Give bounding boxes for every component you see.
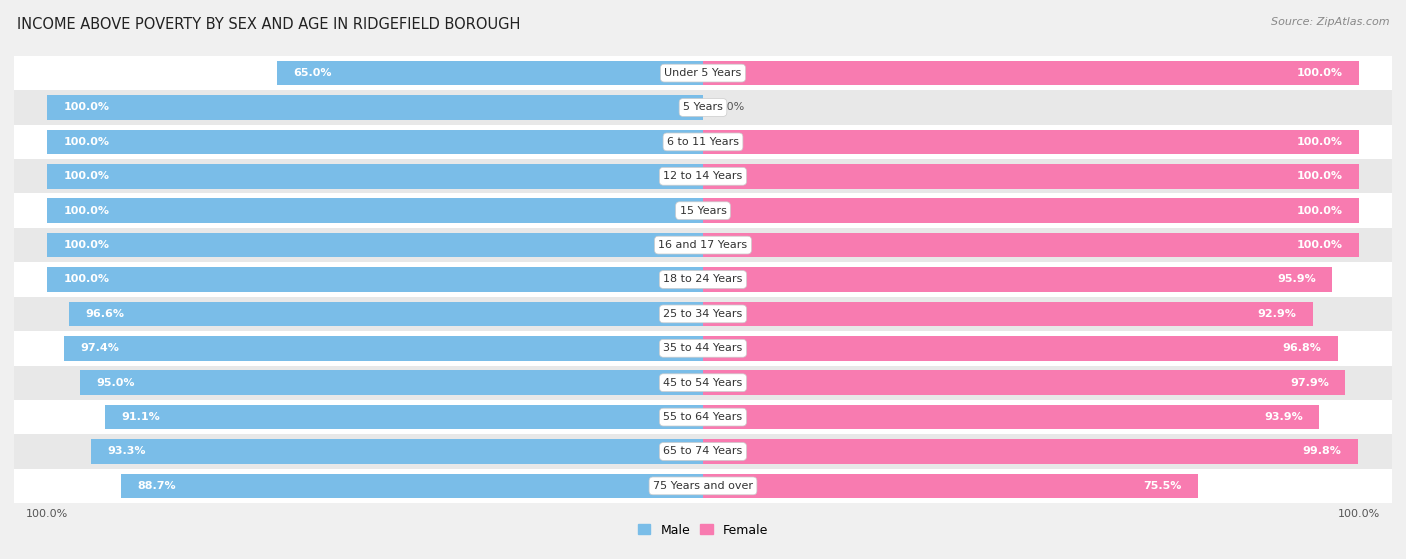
Text: 96.8%: 96.8%: [1282, 343, 1322, 353]
Text: 5 Years: 5 Years: [683, 102, 723, 112]
Bar: [46, 233, 703, 258]
Text: 6 to 11 Years: 6 to 11 Years: [666, 137, 740, 147]
Text: 100.0%: 100.0%: [1296, 206, 1343, 216]
Text: 45 to 54 Years: 45 to 54 Years: [664, 378, 742, 388]
Bar: [69, 301, 703, 326]
Text: 35 to 44 Years: 35 to 44 Years: [664, 343, 742, 353]
Text: 100.0%: 100.0%: [63, 171, 110, 181]
Text: 99.8%: 99.8%: [1302, 447, 1341, 457]
Bar: [14, 366, 1392, 400]
Bar: [703, 130, 1360, 154]
Text: 97.4%: 97.4%: [80, 343, 120, 353]
Bar: [703, 267, 1333, 292]
Bar: [703, 301, 1313, 326]
Bar: [703, 473, 1198, 498]
Bar: [14, 331, 1392, 366]
Bar: [46, 164, 703, 189]
Bar: [14, 297, 1392, 331]
Text: 100.0%: 100.0%: [63, 274, 110, 285]
Text: 25 to 34 Years: 25 to 34 Years: [664, 309, 742, 319]
Bar: [63, 336, 703, 361]
Legend: Male, Female: Male, Female: [633, 519, 773, 542]
Text: Source: ZipAtlas.com: Source: ZipAtlas.com: [1271, 17, 1389, 27]
Text: 100.0%: 100.0%: [63, 206, 110, 216]
Text: 96.6%: 96.6%: [86, 309, 125, 319]
Text: 12 to 14 Years: 12 to 14 Years: [664, 171, 742, 181]
Text: 88.7%: 88.7%: [138, 481, 176, 491]
Bar: [14, 262, 1392, 297]
Text: 100.0%: 100.0%: [63, 137, 110, 147]
Text: 95.9%: 95.9%: [1277, 274, 1316, 285]
Bar: [46, 267, 703, 292]
Text: 100.0%: 100.0%: [1296, 137, 1343, 147]
Bar: [91, 439, 703, 464]
Text: 91.1%: 91.1%: [122, 412, 160, 422]
Bar: [46, 130, 703, 154]
Text: 95.0%: 95.0%: [96, 378, 135, 388]
Bar: [703, 370, 1346, 395]
Bar: [703, 61, 1360, 86]
Text: 65.0%: 65.0%: [292, 68, 332, 78]
Text: 15 Years: 15 Years: [679, 206, 727, 216]
Text: 97.9%: 97.9%: [1291, 378, 1329, 388]
Text: 16 and 17 Years: 16 and 17 Years: [658, 240, 748, 250]
Bar: [14, 468, 1392, 503]
Bar: [14, 400, 1392, 434]
Bar: [703, 164, 1360, 189]
Bar: [14, 434, 1392, 468]
Bar: [46, 95, 703, 120]
Bar: [14, 91, 1392, 125]
Bar: [121, 473, 703, 498]
Bar: [14, 193, 1392, 228]
Text: 0.0%: 0.0%: [716, 102, 744, 112]
Bar: [14, 56, 1392, 91]
Bar: [703, 439, 1358, 464]
Bar: [703, 336, 1339, 361]
Bar: [277, 61, 703, 86]
Text: 75 Years and over: 75 Years and over: [652, 481, 754, 491]
Bar: [46, 198, 703, 223]
Bar: [703, 198, 1360, 223]
Bar: [105, 405, 703, 429]
Text: 65 to 74 Years: 65 to 74 Years: [664, 447, 742, 457]
Text: 93.9%: 93.9%: [1264, 412, 1303, 422]
Text: 93.3%: 93.3%: [107, 447, 146, 457]
Text: 75.5%: 75.5%: [1143, 481, 1182, 491]
Text: 55 to 64 Years: 55 to 64 Years: [664, 412, 742, 422]
Text: 100.0%: 100.0%: [1296, 240, 1343, 250]
Bar: [14, 159, 1392, 193]
Text: 100.0%: 100.0%: [1296, 68, 1343, 78]
Text: 100.0%: 100.0%: [1296, 171, 1343, 181]
Text: 92.9%: 92.9%: [1257, 309, 1296, 319]
Text: INCOME ABOVE POVERTY BY SEX AND AGE IN RIDGEFIELD BOROUGH: INCOME ABOVE POVERTY BY SEX AND AGE IN R…: [17, 17, 520, 32]
Text: 18 to 24 Years: 18 to 24 Years: [664, 274, 742, 285]
Bar: [14, 125, 1392, 159]
Text: 100.0%: 100.0%: [63, 102, 110, 112]
Bar: [703, 405, 1319, 429]
Text: Under 5 Years: Under 5 Years: [665, 68, 741, 78]
Bar: [80, 370, 703, 395]
Text: 100.0%: 100.0%: [63, 240, 110, 250]
Bar: [703, 233, 1360, 258]
Bar: [14, 228, 1392, 262]
